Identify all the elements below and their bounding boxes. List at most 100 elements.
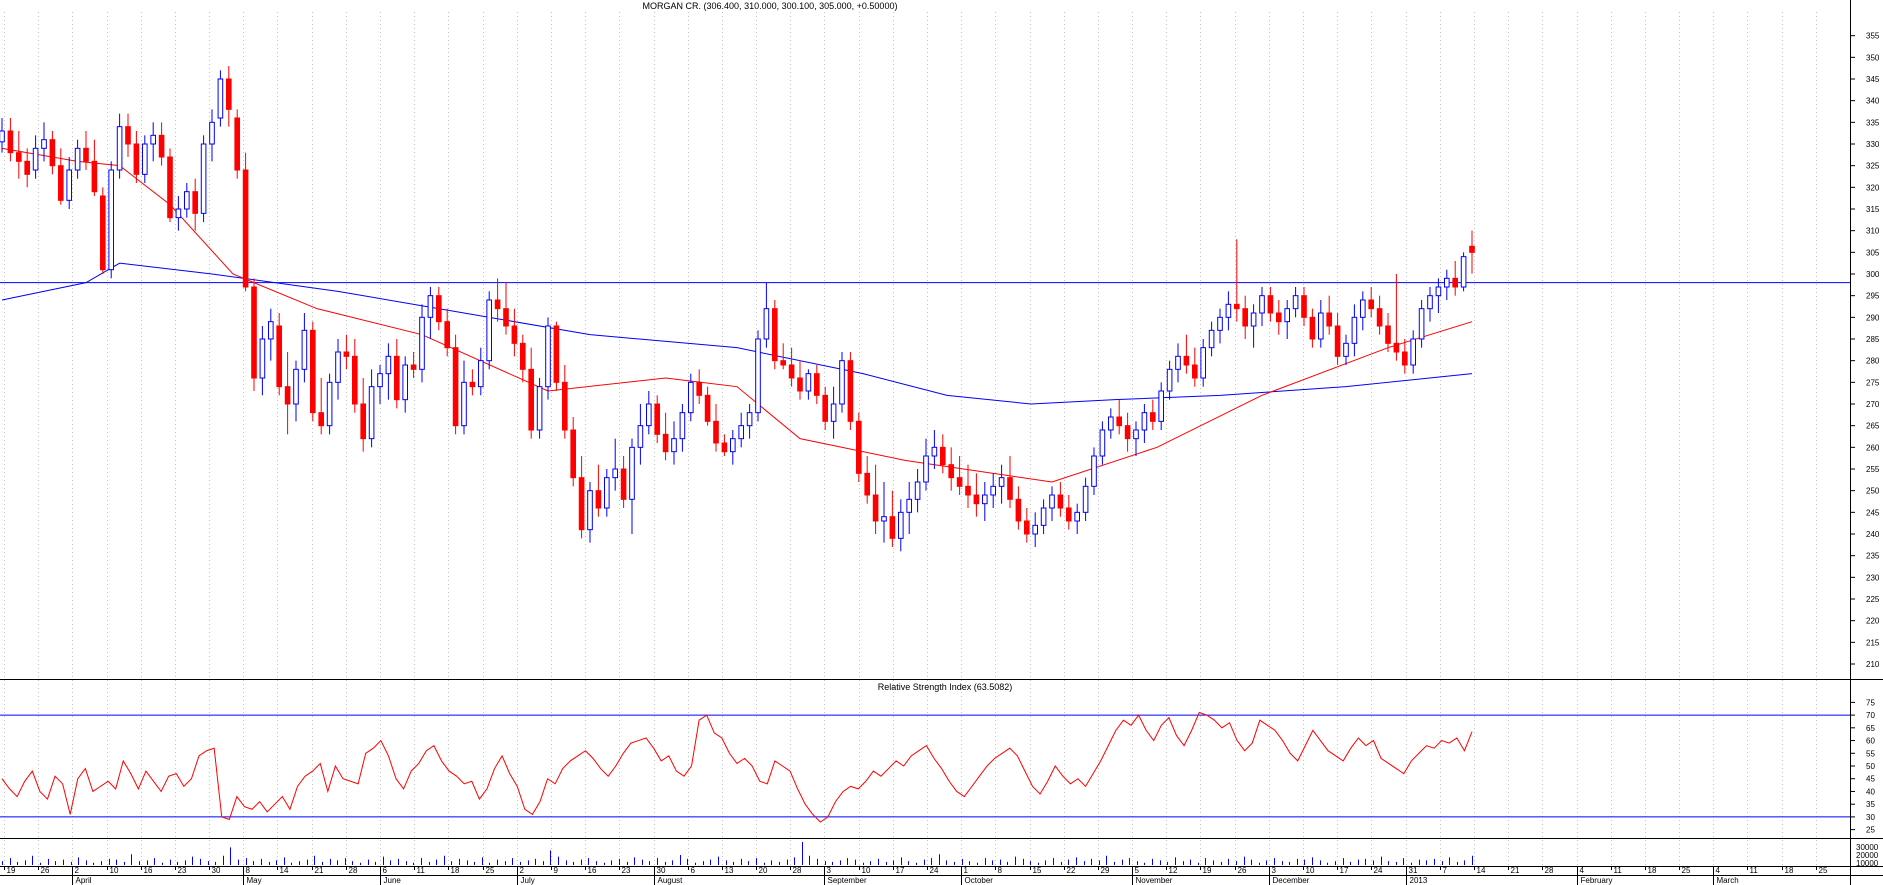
price-y-tick-label: 345 — [1866, 75, 1880, 84]
x-day-label: 30 — [212, 866, 221, 875]
price-y-tick-label: 325 — [1866, 162, 1880, 171]
x-day-label: 5 — [1135, 866, 1140, 875]
rsi-y-axis: 25 30 35 40 45 50 55 60 65 70 75 — [1850, 698, 1875, 835]
candle-down — [309, 329, 316, 414]
candle-down — [1301, 295, 1307, 318]
price-y-axis: 210 215 220 225 230 235 240 245 250 255 260 265 270 2… — [1850, 32, 1880, 669]
x-day-label: 18 — [1785, 866, 1794, 875]
candle-up — [830, 403, 837, 422]
candle-up — [1250, 312, 1257, 327]
candle-up — [477, 360, 484, 388]
candle-up — [1099, 429, 1106, 457]
x-day-label: 31 — [1409, 866, 1418, 875]
candle-up — [536, 386, 543, 431]
rsi-y-tick-label: 35 — [1866, 800, 1875, 809]
rsi-y-tick-label: 30 — [1866, 813, 1875, 822]
x-day-label: 11 — [1750, 866, 1759, 875]
candle-up — [175, 208, 182, 219]
candle-down — [1057, 494, 1064, 509]
candle-up — [1418, 308, 1425, 340]
volume-y-tick-label: 20000 — [1856, 851, 1879, 860]
x-day-label: 23 — [622, 866, 631, 875]
candle-down — [511, 325, 518, 344]
candle-down — [1393, 342, 1400, 353]
candle-up — [150, 134, 157, 145]
candle-up — [687, 381, 694, 414]
candle-up — [629, 446, 635, 500]
candle-up — [1208, 329, 1215, 349]
candle-down — [1191, 364, 1198, 379]
candle-up — [1158, 390, 1165, 422]
x-month-label: October — [965, 876, 994, 885]
candle-up — [906, 498, 913, 513]
candle-up — [1074, 511, 1081, 522]
candle-down — [965, 485, 971, 496]
x-month-label: June — [384, 876, 402, 885]
price-y-tick-label: 250 — [1866, 487, 1880, 496]
x-day-label: 8 — [998, 866, 1003, 875]
candle-up — [839, 360, 845, 405]
x-day-label: 25 — [1682, 866, 1691, 875]
x-day-label: 10 — [110, 866, 119, 875]
candle-down — [570, 429, 577, 479]
candle-up — [1133, 429, 1139, 440]
price-y-tick-label: 310 — [1866, 227, 1880, 236]
candle-up — [897, 511, 904, 539]
x-day-label: 6 — [691, 866, 696, 875]
candle-down — [1368, 299, 1375, 310]
candle-up — [755, 338, 761, 414]
x-day-label: 17 — [896, 866, 905, 875]
candle-up — [545, 325, 551, 388]
candle-up — [1435, 286, 1442, 297]
price-y-tick-label: 225 — [1866, 595, 1880, 604]
candle-down — [444, 321, 451, 349]
candle-up — [1410, 338, 1417, 366]
candle-down — [1452, 277, 1459, 288]
x-day-label: 21 — [315, 866, 324, 875]
candle-up — [368, 386, 375, 440]
x-day-label: 21 — [1511, 866, 1520, 875]
rsi-y-tick-label: 40 — [1866, 787, 1875, 796]
rsi-y-tick-label: 60 — [1866, 737, 1875, 746]
candle-down — [973, 494, 980, 505]
price-y-tick-label: 270 — [1866, 400, 1880, 409]
price-y-tick-label: 295 — [1866, 292, 1880, 301]
x-day-label: 14 — [1477, 866, 1486, 875]
candle-up — [200, 143, 207, 214]
rsi-y-tick-label: 25 — [1866, 826, 1875, 835]
price-y-tick-label: 255 — [1866, 465, 1880, 474]
x-day-label: 16 — [588, 866, 597, 875]
candle-down — [813, 373, 820, 396]
rsi-y-tick-label: 70 — [1866, 711, 1875, 720]
candle-up — [293, 368, 299, 405]
candle-up — [1284, 308, 1291, 323]
price-y-tick-label: 280 — [1866, 357, 1880, 366]
candle-up — [1107, 416, 1114, 431]
x-axis-month-labels: April May June July August September October No… — [72, 866, 1739, 885]
candle-down — [494, 299, 501, 310]
x-day-label: 19 — [7, 866, 16, 875]
candle-down — [864, 472, 871, 496]
candle-down — [1124, 425, 1131, 440]
price-y-tick-label: 290 — [1866, 313, 1880, 322]
candle-down — [351, 355, 358, 405]
candle-down — [889, 516, 896, 539]
candle-down — [1149, 412, 1156, 422]
candle-up — [461, 381, 467, 427]
volume-bars — [2, 842, 1473, 865]
candle-up — [377, 373, 383, 388]
x-day-label: 9 — [554, 866, 559, 875]
x-day-label: 4 — [1716, 866, 1721, 875]
candle-down — [393, 355, 400, 401]
price-y-tick-label: 355 — [1866, 32, 1880, 41]
candle-up — [1166, 368, 1173, 392]
candle-up — [1175, 355, 1181, 370]
candle-down — [133, 143, 140, 175]
candle-down — [797, 377, 803, 392]
candle-down — [24, 160, 31, 175]
candle-down — [410, 364, 417, 370]
candle-up — [1343, 342, 1349, 357]
candle-down — [721, 442, 728, 453]
x-day-label: 2 — [520, 866, 525, 875]
